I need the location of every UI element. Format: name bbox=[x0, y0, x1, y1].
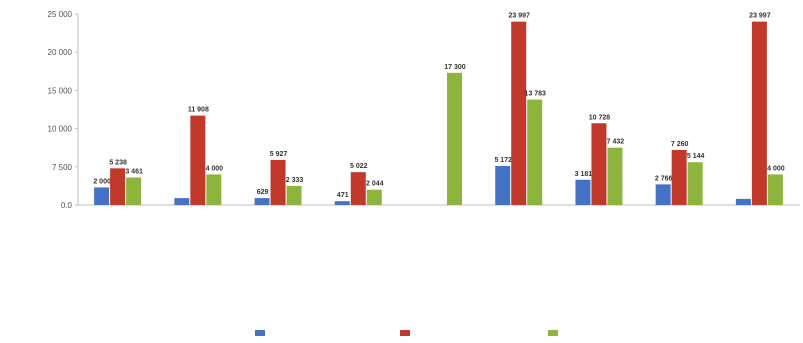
legend-item bbox=[400, 330, 414, 336]
bar bbox=[110, 168, 126, 205]
y-tick-label: 15 000 bbox=[48, 86, 73, 95]
legend-swatch bbox=[548, 330, 558, 336]
bar bbox=[527, 99, 543, 205]
data-label: 3 461 bbox=[125, 168, 143, 175]
bar-chart: 0.0 7 500 10 000 15 000 20 000 25 000 2 000 5 2… bbox=[48, 10, 800, 210]
data-label: 2 044 bbox=[366, 181, 384, 188]
bar bbox=[206, 174, 222, 205]
bar bbox=[286, 185, 302, 205]
data-label: 5 144 bbox=[687, 153, 705, 160]
bar bbox=[687, 162, 703, 205]
bar bbox=[334, 201, 350, 205]
data-label: 17 300 bbox=[444, 64, 466, 71]
y-tick-label: 7 500 bbox=[52, 163, 73, 172]
data-label: 5 927 bbox=[270, 151, 288, 158]
data-label: 4 000 bbox=[767, 165, 785, 172]
legend-item bbox=[548, 330, 562, 336]
data-label: 471 bbox=[337, 192, 349, 199]
data-label: 3 181 bbox=[575, 171, 593, 178]
y-tick-label: 25 000 bbox=[48, 10, 73, 19]
bar bbox=[751, 21, 767, 205]
bar bbox=[174, 198, 190, 205]
y-tick-label: 0.0 bbox=[61, 201, 73, 210]
bar bbox=[447, 72, 462, 205]
data-label: 13 783 bbox=[525, 91, 547, 98]
bar bbox=[767, 174, 783, 205]
legend-swatch bbox=[400, 330, 410, 336]
data-label: 23 997 bbox=[749, 13, 771, 20]
bar bbox=[671, 149, 687, 205]
data-label: 5 022 bbox=[350, 163, 368, 170]
data-label: 2 000 bbox=[93, 178, 111, 185]
bar bbox=[350, 172, 366, 205]
bar bbox=[575, 179, 591, 205]
legend bbox=[0, 330, 803, 342]
data-label: 11 908 bbox=[188, 107, 209, 114]
bar bbox=[94, 187, 110, 205]
data-label: 2 333 bbox=[286, 177, 304, 184]
bar bbox=[495, 166, 511, 205]
data-label: 5 238 bbox=[109, 159, 127, 166]
data-label: 7 260 bbox=[671, 141, 689, 148]
bar bbox=[270, 159, 286, 205]
bar bbox=[126, 177, 142, 205]
data-label: 5 172 bbox=[494, 157, 512, 164]
bar bbox=[655, 184, 671, 205]
data-label: 629 bbox=[257, 189, 269, 196]
y-tick-label: 10 000 bbox=[48, 125, 73, 134]
bar bbox=[511, 21, 527, 205]
bar bbox=[591, 123, 607, 205]
legend-swatch bbox=[255, 330, 265, 336]
legend-item bbox=[255, 330, 269, 336]
y-tick-label: 20 000 bbox=[48, 48, 73, 57]
data-label: 2 766 bbox=[655, 175, 673, 182]
data-label: 23 997 bbox=[509, 13, 531, 20]
bar bbox=[190, 115, 206, 205]
data-label: 7 432 bbox=[607, 139, 625, 146]
bar bbox=[366, 189, 382, 205]
data-label: 4 000 bbox=[206, 165, 224, 172]
bar bbox=[735, 198, 751, 205]
bar bbox=[607, 147, 623, 205]
bar bbox=[254, 198, 270, 205]
data-label: 10 728 bbox=[589, 114, 611, 121]
